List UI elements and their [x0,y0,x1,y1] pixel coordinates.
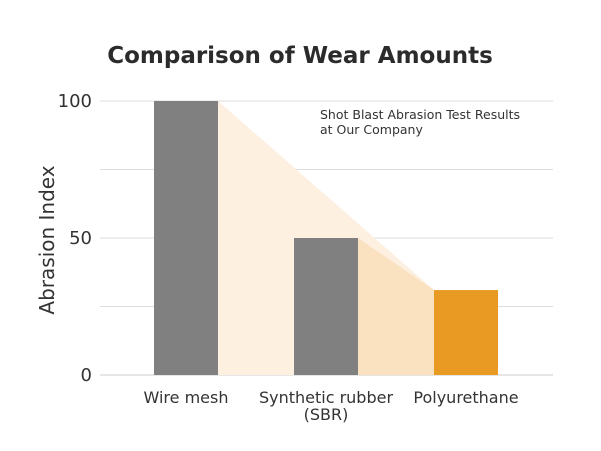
bar-2 [434,290,498,375]
x-category-label: Polyurethane [413,388,518,407]
x-category-label: Synthetic rubber [259,388,394,407]
bar-0 [154,101,218,375]
chart-title: Comparison of Wear Amounts [107,43,493,69]
x-category-label: (SBR) [304,405,349,424]
annotation-line: Shot Blast Abrasion Test Results [320,107,520,122]
bars [154,101,498,375]
bar-1 [294,238,358,375]
y-tick-label: 100 [58,91,92,112]
y-tick-label: 50 [69,228,92,249]
trend-area-dark [358,238,434,375]
y-tick-label: 0 [81,365,92,386]
y-tick-labels: 0 50 100 [58,91,92,386]
x-category-label: Wire mesh [144,388,229,407]
annotation-line: at Our Company [320,122,423,137]
y-axis-label: Abrasion Index [35,165,59,314]
x-category-labels: Wire mesh Synthetic rubber(SBR) Polyuretha… [144,388,519,424]
